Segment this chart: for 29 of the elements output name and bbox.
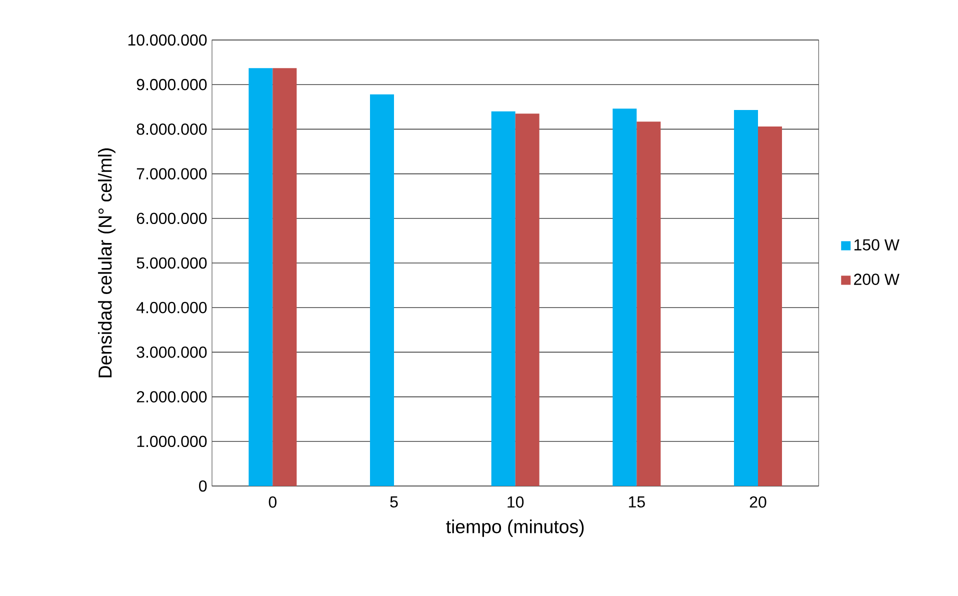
x-tick-label: 0 — [268, 496, 277, 508]
y-tick-label: 1.000.000 — [137, 436, 207, 448]
y-tick-label: 0 — [199, 480, 207, 492]
x-axis-title: tiempo (minutos) — [446, 520, 584, 537]
y-tick-label: 3.000.000 — [136, 346, 207, 358]
y-tick-label: 6.000.000 — [136, 212, 207, 224]
x-tick-label: 10 — [508, 496, 524, 508]
bar — [515, 114, 540, 486]
x-tick-label: 15 — [628, 496, 645, 508]
y-tick-label: 2.000.000 — [136, 391, 207, 402]
bar — [734, 110, 758, 486]
bar — [370, 94, 394, 486]
bar — [272, 68, 297, 486]
legend-label: 150 W — [854, 239, 900, 250]
bar — [612, 108, 637, 486]
bar — [491, 111, 516, 486]
bar — [636, 122, 661, 486]
y-tick-label: 5.000.000 — [136, 257, 207, 269]
y-axis-title: Densidad celular (N° cel/ml) — [98, 148, 116, 378]
x-tick-label: 20 — [750, 496, 766, 508]
y-tick-label: 8.000.000 — [136, 124, 207, 135]
y-tick-label: 9.000.000 — [136, 78, 207, 90]
x-tick-label: 5 — [390, 496, 398, 508]
y-tick-label: 7.000.000 — [136, 168, 207, 180]
legend-label: 200 W — [854, 274, 900, 285]
y-tick-label: 10.000.000 — [128, 34, 207, 46]
y-tick-label: 4.000.000 — [136, 302, 207, 314]
bar — [248, 68, 273, 486]
bar — [758, 126, 782, 486]
